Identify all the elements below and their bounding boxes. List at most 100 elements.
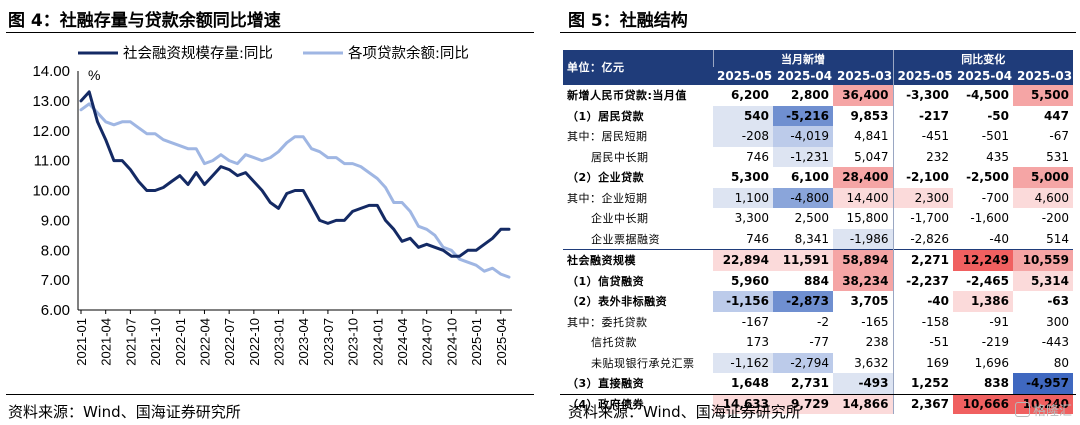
x-tick-label: 2024-04 <box>395 318 410 366</box>
source-rule-left <box>6 394 534 395</box>
x-tick-label: 2024-01 <box>370 318 385 366</box>
table-cell: 447 <box>1013 105 1073 126</box>
y-tick-label: 6.00 <box>41 302 70 319</box>
y-tick-label: 8.00 <box>41 242 70 259</box>
table-cell: 14,400 <box>833 187 893 208</box>
table-cell: 1,648 <box>713 373 773 394</box>
table-cell: 838 <box>953 373 1013 394</box>
table-cell: -1,700 <box>892 208 953 229</box>
table-row-label: 居民中长期 <box>567 150 649 164</box>
table-column-header: 2025-05 <box>892 67 953 85</box>
table-cell: 2,731 <box>773 373 833 394</box>
watermark: 格隆汇 <box>1014 400 1072 419</box>
x-tick-label: 2022-01 <box>173 318 188 366</box>
table-cell: -219 <box>953 332 1013 353</box>
table-cell: -3,300 <box>892 84 953 106</box>
table-row-label: 其中：委托贷款 <box>567 315 648 329</box>
table-row: （2）表外非标融资 -1,156 -2,873 3,705 -40 1,386 -63 <box>563 291 1073 312</box>
table-cell: 1,386 <box>953 291 1013 312</box>
table-cell: -2,794 <box>773 352 833 373</box>
table-row: （2）企业贷款 5,300 6,100 28,400 -2,100 -2,500 5,000 <box>563 167 1073 188</box>
table-cell: 540 <box>713 105 773 126</box>
table-cell: -51 <box>892 332 953 353</box>
table-cell: -4,500 <box>953 84 1013 106</box>
table-column-header: 2025-03 <box>1013 67 1073 85</box>
table-cell: 9,853 <box>833 105 893 126</box>
table-row-label: 社会融资规模 <box>563 249 713 271</box>
watermark-text: 格隆汇 <box>1032 404 1072 419</box>
table-cell: -1,231 <box>773 146 833 167</box>
table-cell: 884 <box>773 270 833 291</box>
table-cell: 3,300 <box>713 208 773 229</box>
table-row-label: 其中：居民短期 <box>567 130 648 144</box>
x-tick-label: 2024-07 <box>420 318 435 366</box>
table-cell: 5,314 <box>1013 270 1073 291</box>
table-cell: -40 <box>953 228 1013 250</box>
table-cell: 58,894 <box>833 249 893 271</box>
x-tick-label: 2023-10 <box>346 318 361 366</box>
table-cell: 6,200 <box>713 84 773 106</box>
table-cell: 746 <box>713 146 773 167</box>
table-source-note: 资料来源：Wind、国海证券研究所 <box>568 403 801 421</box>
table-cell: 28,400 <box>833 167 893 188</box>
watermark-logo-icon <box>1014 402 1030 417</box>
x-tick-label: 2025-04 <box>494 318 509 366</box>
table-row: 信托贷款 173 -77 238 -51 -219 -443 <box>563 332 1073 353</box>
table-cell: 2,271 <box>892 249 953 271</box>
table-cell: -1,600 <box>953 208 1013 229</box>
title-rule-right <box>560 32 1076 33</box>
table-cell: -5,216 <box>773 105 833 126</box>
table-cell: 38,234 <box>833 270 893 291</box>
table-cell: 4,841 <box>833 126 893 147</box>
table-cell: 3,705 <box>833 291 893 312</box>
table-cell: -1,162 <box>713 352 773 373</box>
table-row-label: 企业票据融资 <box>567 232 660 246</box>
table-header-row: 2025-05 2025-04 2025-03 2025-05 2025-04 2025-… <box>563 67 1073 85</box>
table-cell: 238 <box>833 332 893 353</box>
table-column-header: 2025-04 <box>773 67 833 85</box>
table-cell: 80 <box>1013 352 1073 373</box>
table-row: （3）直接融资 1,648 2,731 -493 1,252 838 -4,957 <box>563 373 1073 394</box>
y-unit-label: % <box>88 67 100 83</box>
y-tick-label: 7.00 <box>41 272 70 289</box>
table-cell: 8,341 <box>773 228 833 250</box>
table-cell: 6,100 <box>773 167 833 188</box>
table-row: （1）信贷融资 5,960 884 38,234 -2,237 -2,465 5,314 <box>563 270 1073 291</box>
table-header-group-row: 单位：亿元 当月新增 同比变化 <box>563 50 1073 85</box>
table-cell: -167 <box>713 311 773 332</box>
table-cell: 2,500 <box>773 208 833 229</box>
table-group-header: 当月新增 <box>712 50 893 67</box>
table-cell: 10,559 <box>1013 249 1073 271</box>
table-row: 企业票据融资 746 8,341 -1,986 -2,826 -40 514 <box>563 228 1073 250</box>
table-cell: 531 <box>1013 146 1073 167</box>
table-cell: -50 <box>953 105 1013 126</box>
table-cell: -67 <box>1013 126 1073 147</box>
table-cell: 2,300 <box>892 187 953 208</box>
table-cell: -700 <box>953 187 1013 208</box>
table-row: 其中：企业短期 1,100 -4,800 14,400 2,300 -700 4,600 <box>563 187 1073 208</box>
table-cell: 173 <box>713 332 773 353</box>
table-row-label: 未贴现银行承兑汇票 <box>567 356 695 370</box>
table-row: 其中：委托贷款 -167 -2 -165 -158 -91 300 <box>563 311 1073 332</box>
series-line-1 <box>79 90 511 258</box>
table-cell: -217 <box>892 105 953 126</box>
x-tick-label: 2022-07 <box>222 318 237 366</box>
table-cell: 169 <box>892 352 953 373</box>
table-group-header: 同比变化 <box>892 50 1073 67</box>
table-row: 居民中长期 746 -1,231 5,047 232 435 531 <box>563 146 1073 167</box>
table-cell: -2,873 <box>773 291 833 312</box>
table-figure-title: 图 5：社融结构 <box>568 11 688 31</box>
table-cell: 435 <box>953 146 1013 167</box>
title-rule-left <box>6 32 534 33</box>
table-cell: 5,500 <box>1013 84 1073 106</box>
table-row: （4）政府债券 14,633 9,729 14,866 2,367 10,666 10,24… <box>563 393 1073 414</box>
y-tick-label: 13.00 <box>32 93 70 110</box>
table-row-label: （2）表外非标融资 <box>567 295 668 309</box>
table-cell: 14,866 <box>833 393 893 414</box>
table-row: 社会融资规模 22,894 11,591 58,894 2,271 12,249 10,55… <box>563 249 1073 271</box>
table-cell: -2,237 <box>892 270 953 291</box>
x-tick-label: 2024-10 <box>444 318 459 366</box>
table-cell: 5,000 <box>1013 167 1073 188</box>
chart-figure-title: 图 4：社融存量与贷款余额同比增速 <box>8 11 281 31</box>
table-column-header: 2025-05 <box>713 67 773 85</box>
